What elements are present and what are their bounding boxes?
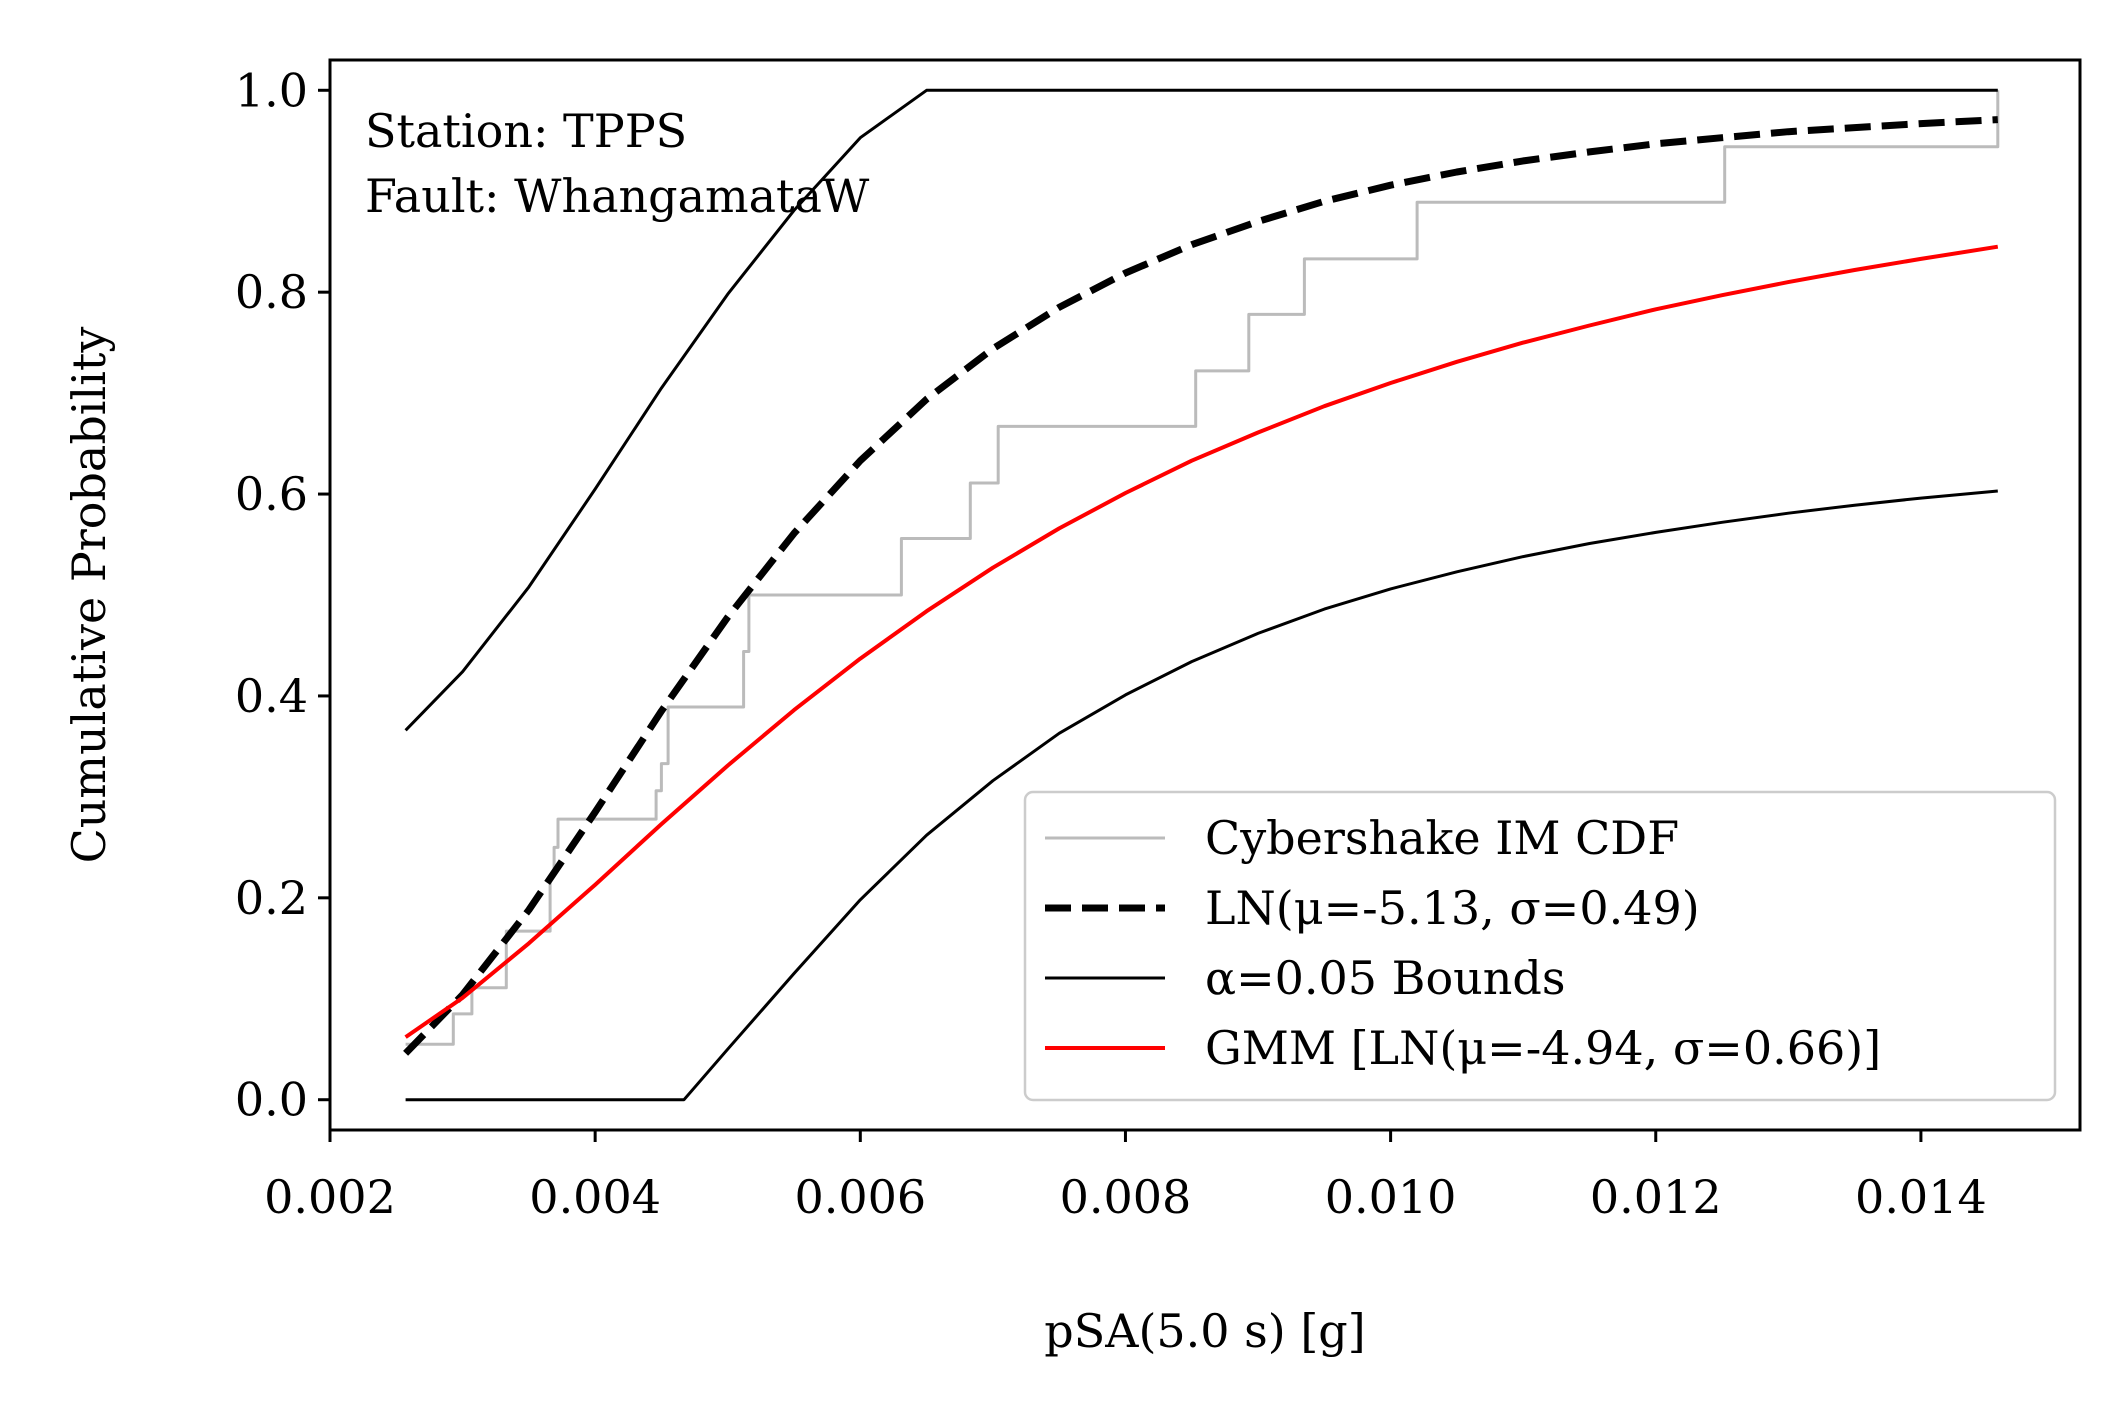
annotation-fault: Fault: WhangamataW — [365, 169, 870, 223]
x-tick-label: 0.014 — [1855, 1170, 1987, 1224]
x-tick-label: 0.002 — [264, 1170, 396, 1224]
y-axis-label: Cumulative Probability — [62, 327, 116, 864]
legend-label-gmm: GMM [LN(μ=-4.94, σ=0.66)] — [1205, 1021, 1881, 1075]
y-tick-label: 0.0 — [235, 1073, 308, 1127]
legend-label-ln-fit: LN(μ=-5.13, σ=0.49) — [1205, 881, 1700, 935]
x-tick-label: 0.006 — [794, 1170, 926, 1224]
y-tick-label: 0.6 — [235, 467, 308, 521]
y-tick-label: 0.8 — [235, 265, 308, 319]
x-axis-label: pSA(5.0 s) [g] — [1044, 1304, 1365, 1358]
x-tick-label: 0.008 — [1060, 1170, 1192, 1224]
plot-frame — [328, 58, 2082, 1132]
x-tick-label: 0.012 — [1590, 1170, 1722, 1224]
y-tick-label: 0.4 — [235, 669, 308, 723]
legend-label-bounds: α=0.05 Bounds — [1205, 951, 1565, 1005]
legend: Cybershake IM CDF LN(μ=-5.13, σ=0.49) α=… — [1023, 790, 2057, 1102]
annotation-station: Station: TPPS — [365, 104, 687, 158]
legend-label-cybershake: Cybershake IM CDF — [1205, 811, 1679, 865]
lower-bound-line — [405, 489, 1998, 1102]
cybershake-cdf-line — [405, 90, 2000, 1046]
x-axis-ticks: 0.002 0.004 0.006 0.008 0.010 0.012 0.014 — [264, 1130, 1987, 1224]
y-tick-label: 1.0 — [235, 63, 308, 117]
upper-bound-line — [404, 88, 1998, 732]
legend-box — [1023, 790, 2057, 1102]
y-axis-ticks: 0.0 0.2 0.4 0.6 0.8 1.0 — [235, 63, 330, 1127]
ln-fit-line — [403, 116, 1998, 1056]
y-tick-label: 0.2 — [235, 871, 308, 925]
x-tick-label: 0.004 — [529, 1170, 661, 1224]
x-tick-label: 0.010 — [1325, 1170, 1457, 1224]
gmm-line — [404, 244, 1999, 1039]
series-layer — [403, 88, 2000, 1102]
